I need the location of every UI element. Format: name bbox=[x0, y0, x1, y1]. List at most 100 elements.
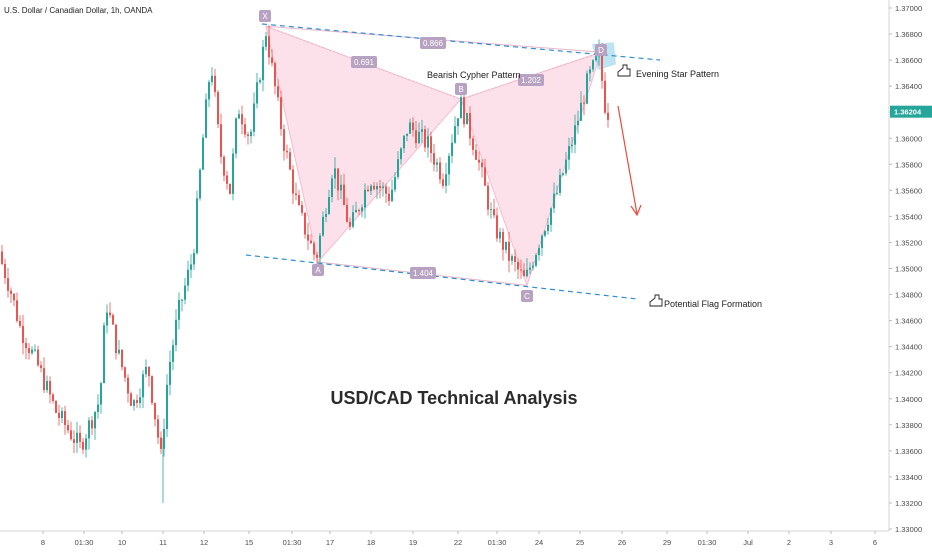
candle-body bbox=[526, 269, 528, 277]
candle-body bbox=[316, 254, 318, 258]
candle-body bbox=[592, 60, 594, 70]
candle-body bbox=[433, 153, 435, 165]
x-tick-label: 2 bbox=[787, 538, 791, 547]
y-tick-label: 1.36600 bbox=[895, 56, 922, 65]
pointing-hand-icon bbox=[649, 294, 663, 307]
candle-body bbox=[283, 129, 285, 151]
y-tick-label: 1.34600 bbox=[895, 317, 922, 326]
candle-body bbox=[448, 155, 450, 175]
candle-body bbox=[274, 63, 276, 87]
candle-body bbox=[82, 441, 84, 450]
candle-body bbox=[472, 138, 474, 150]
candle-body bbox=[40, 365, 42, 369]
candle-body bbox=[280, 97, 282, 130]
candle-body bbox=[331, 178, 333, 198]
candle-body bbox=[268, 36, 270, 58]
candle-body bbox=[457, 118, 459, 127]
candle-body bbox=[328, 197, 330, 214]
candle-body bbox=[337, 168, 339, 191]
ratio-label-bcd-bg bbox=[518, 74, 544, 86]
candle-body bbox=[475, 149, 477, 160]
candle-body bbox=[52, 394, 54, 401]
candle-body bbox=[58, 412, 60, 418]
candle-body bbox=[379, 185, 381, 188]
candle-body bbox=[166, 384, 168, 429]
candle-body bbox=[193, 253, 195, 265]
candle-body bbox=[442, 179, 444, 186]
projection-arrowhead bbox=[630, 204, 642, 217]
y-tick-label: 1.37000 bbox=[895, 4, 922, 13]
candle-body bbox=[91, 420, 93, 429]
candle-body bbox=[307, 234, 309, 241]
candle-body bbox=[583, 102, 585, 104]
candle-body bbox=[247, 134, 249, 137]
candle-body bbox=[367, 189, 369, 192]
candle-body bbox=[25, 343, 27, 349]
x-tick-label: 11 bbox=[159, 538, 167, 547]
x-tick-label: 01:30 bbox=[488, 538, 507, 547]
candle-body bbox=[253, 103, 255, 132]
x-tick-label: 26 bbox=[618, 538, 626, 547]
candle-body bbox=[493, 209, 495, 216]
candle-body bbox=[28, 348, 30, 354]
candle-body bbox=[70, 430, 72, 440]
candle-body bbox=[181, 299, 183, 301]
candle-body bbox=[460, 97, 462, 119]
candle-body bbox=[4, 263, 6, 279]
candle-body bbox=[499, 231, 501, 239]
cypher-pattern bbox=[265, 25, 616, 288]
candle-body bbox=[202, 137, 204, 170]
candle-body bbox=[145, 366, 147, 375]
y-tick-label: 1.33800 bbox=[895, 421, 922, 430]
candle-body bbox=[589, 69, 591, 74]
point-label-bg-b bbox=[455, 83, 467, 95]
x-tick-label: 19 bbox=[409, 538, 417, 547]
candle-body bbox=[301, 205, 303, 213]
candle-body bbox=[313, 243, 315, 255]
candle-body bbox=[115, 324, 117, 354]
candle-body bbox=[334, 168, 336, 179]
candle-body bbox=[88, 420, 90, 439]
candle-body bbox=[190, 264, 192, 270]
candle-body bbox=[118, 349, 120, 354]
candle-body bbox=[565, 159, 567, 174]
candle-body bbox=[376, 185, 378, 190]
candle-body bbox=[55, 400, 57, 413]
projection-arrow-shaft bbox=[617, 105, 638, 215]
candle-body bbox=[586, 73, 588, 104]
last-price-tag-bg bbox=[890, 105, 932, 118]
candle-body bbox=[265, 36, 267, 47]
candle-body bbox=[466, 113, 468, 125]
candle-body bbox=[439, 162, 441, 180]
main-title: USD/CAD Technical Analysis bbox=[330, 388, 577, 408]
y-tick-label: 1.33200 bbox=[895, 499, 922, 508]
candle-body bbox=[172, 345, 174, 362]
candle-body bbox=[538, 247, 540, 256]
y-tick-label: 1.34200 bbox=[895, 369, 922, 378]
candle-body bbox=[505, 241, 507, 250]
candle-body bbox=[514, 256, 516, 262]
candle-body bbox=[601, 48, 603, 81]
candle-body bbox=[103, 325, 105, 384]
ratio-label-xd-bg bbox=[420, 37, 446, 49]
pattern-name-label: Bearish Cypher Pattern bbox=[427, 70, 521, 80]
candle-body bbox=[262, 46, 264, 81]
x-tick-label: 22 bbox=[454, 538, 462, 547]
x-tick-label: 6 bbox=[873, 538, 877, 547]
y-tick-label: 1.33600 bbox=[895, 447, 922, 456]
y-tick-label: 1.33400 bbox=[895, 473, 922, 482]
candle-body bbox=[250, 131, 252, 137]
candle-body bbox=[169, 361, 171, 385]
candle-body bbox=[100, 383, 102, 405]
candle-body bbox=[187, 269, 189, 286]
candle-body bbox=[451, 142, 453, 156]
pattern-labels: X A B C D 0.691 1.202 0.866 1.404 Bearish Cypher … bbox=[259, 10, 762, 309]
candle-body bbox=[574, 125, 576, 145]
symbol-title: U.S. Dollar / Canadian Dollar, 1h, OANDA bbox=[4, 6, 153, 15]
candle-body bbox=[322, 216, 324, 236]
candle-body bbox=[133, 400, 135, 406]
candle-body bbox=[436, 162, 438, 165]
candle-body bbox=[325, 213, 327, 217]
x-tick-label: 8 bbox=[41, 538, 45, 547]
